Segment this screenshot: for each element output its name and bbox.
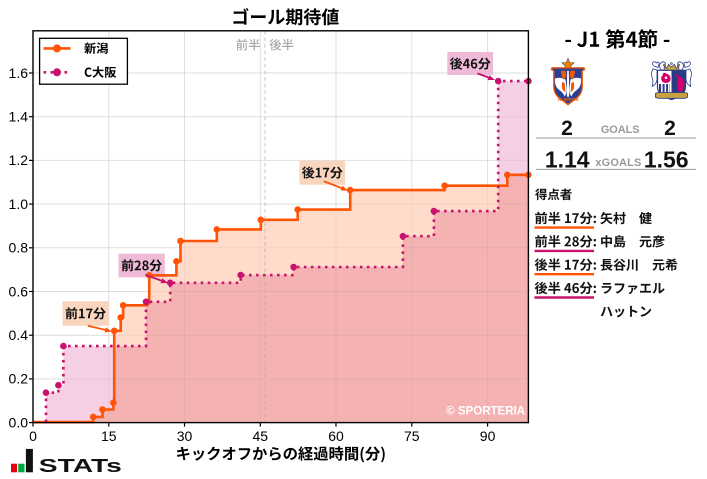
svg-text:60: 60 <box>328 428 344 444</box>
svg-text:1.6: 1.6 <box>9 65 29 81</box>
svg-text:1.4: 1.4 <box>9 109 29 125</box>
svg-text:xGOALS: xGOALS <box>595 157 641 169</box>
svg-text:ALBIREX: ALBIREX <box>557 97 579 103</box>
svg-text:0: 0 <box>29 428 37 444</box>
svg-text:75: 75 <box>404 428 420 444</box>
svg-text:45: 45 <box>253 428 269 444</box>
svg-text:1.2: 1.2 <box>9 152 29 168</box>
svg-text:GOALS: GOALS <box>601 124 641 136</box>
svg-text:1.56: 1.56 <box>644 146 689 172</box>
svg-text:1.14: 1.14 <box>545 146 590 172</box>
svg-text:2: 2 <box>664 117 676 140</box>
svg-text:0.2: 0.2 <box>9 371 29 387</box>
svg-text:90: 90 <box>480 428 496 444</box>
svg-text:2: 2 <box>561 117 573 140</box>
svg-text:0.4: 0.4 <box>9 327 29 343</box>
svg-text:0.8: 0.8 <box>9 240 29 256</box>
svg-text:0.6: 0.6 <box>9 283 29 299</box>
svg-text:1.0: 1.0 <box>9 196 29 212</box>
svg-text:15: 15 <box>101 428 117 444</box>
svg-text:0.0: 0.0 <box>9 414 29 430</box>
svg-text:STATs: STATs <box>39 455 122 476</box>
svg-text:© SPORTERIA: © SPORTERIA <box>446 406 525 418</box>
svg-text:30: 30 <box>177 428 193 444</box>
